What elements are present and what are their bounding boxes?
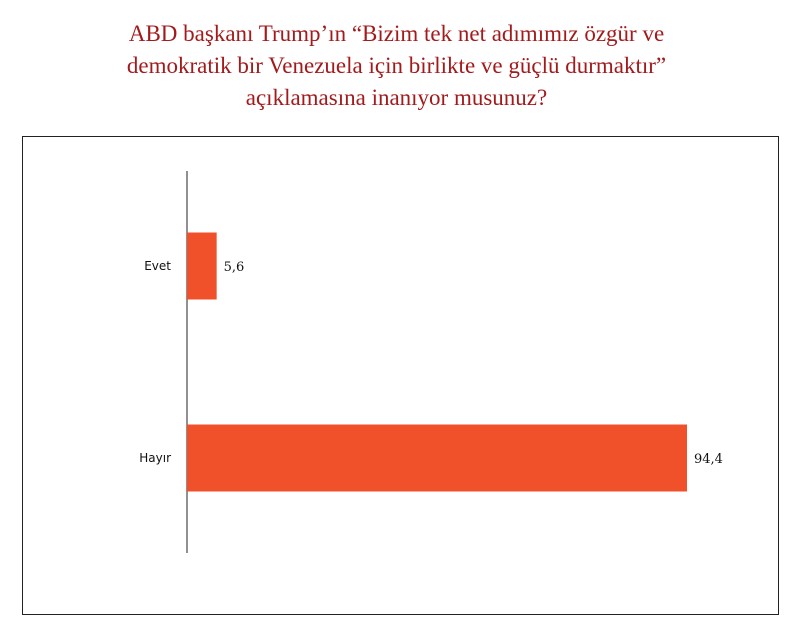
chart-frame <box>22 136 779 615</box>
chart-title-line-2: demokratik bir Venezuela için birlikte v… <box>126 53 667 78</box>
category-label-2: Hayır <box>139 451 171 465</box>
data-label-1: 5,6 <box>224 260 245 275</box>
chart-title-line-3: açıklamasına inanıyor musunuz? <box>245 85 548 110</box>
bar-2 <box>187 424 687 492</box>
chart-title-line-1: ABD başkanı Trump’ın “Bizim tek net adım… <box>128 21 665 46</box>
category-label-1: Evet <box>144 259 171 273</box>
data-label-2: 94,4 <box>694 452 723 467</box>
chart-title: ABD başkanı Trump’ın “Bizim tek net adım… <box>0 18 793 114</box>
bar-1 <box>187 232 217 300</box>
